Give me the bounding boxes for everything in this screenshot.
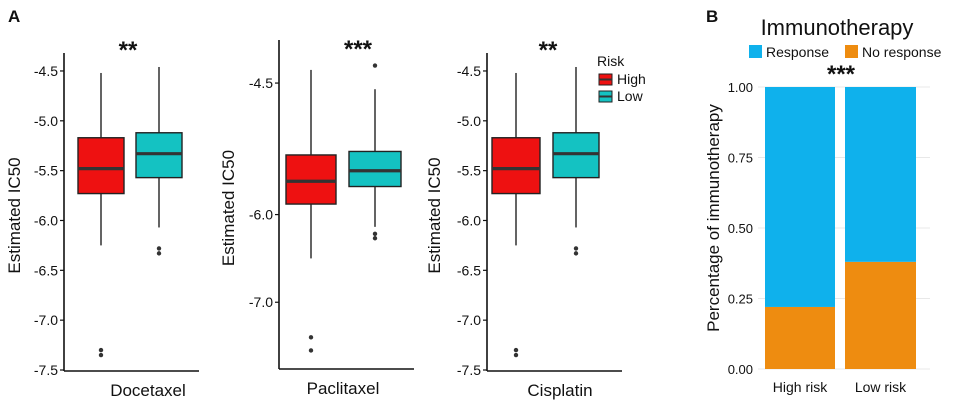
y-tick-label: -6.5 bbox=[34, 262, 58, 278]
y-tick-label: 0.50 bbox=[728, 221, 753, 236]
cisplatin-boxplot: -7.5 -7.0 -6.5 -6.0 -5.5 -5.0 -4.5 Estimated IC… bbox=[425, 37, 622, 400]
y-tick-label: -6.5 bbox=[457, 262, 481, 278]
bar-segment-response-low-risk bbox=[845, 87, 916, 262]
outlier-point-high bbox=[98, 347, 104, 353]
box-high bbox=[491, 137, 541, 195]
y-tick-label: -4.5 bbox=[457, 63, 481, 79]
outlier-point-low bbox=[156, 251, 162, 256]
y-tick-label: -7.0 bbox=[34, 312, 58, 328]
legend-label-low: Low bbox=[617, 88, 644, 104]
x-axis-label: Docetaxel bbox=[110, 381, 186, 400]
x-axis-label: Paclitaxel bbox=[307, 379, 380, 398]
immunotherapy-stacked-bar: 0.00 0.25 0.50 0.75 1.00 High risk Low risk Imm… bbox=[704, 15, 942, 395]
outlier-point-low bbox=[573, 246, 579, 251]
significance-stars: *** bbox=[344, 36, 373, 63]
bar-segment-no-response-low-risk bbox=[845, 261, 916, 369]
outlier-point-low bbox=[372, 63, 378, 68]
outlier-point-low bbox=[156, 246, 162, 251]
panel-label-a: A bbox=[8, 7, 20, 26]
y-tick-label: -6.0 bbox=[457, 212, 481, 228]
bar-segment-no-response-high-risk bbox=[765, 306, 835, 369]
outlier-point-high bbox=[308, 348, 314, 353]
x-axis-label: Cisplatin bbox=[527, 381, 592, 400]
legend-title: Risk bbox=[597, 53, 625, 69]
significance-stars: *** bbox=[827, 61, 856, 88]
y-tick-label: -4.5 bbox=[34, 63, 58, 79]
significance-stars: ** bbox=[539, 37, 558, 64]
outlier-point-low bbox=[372, 236, 378, 241]
box-high bbox=[77, 137, 125, 195]
y-tick-label: -7.0 bbox=[457, 312, 481, 328]
y-axis-label: Estimated IC50 bbox=[5, 157, 24, 273]
outlier-point-high bbox=[513, 352, 519, 358]
outlier-point-low bbox=[372, 231, 378, 237]
outlier-point-high bbox=[513, 347, 519, 353]
bar-segment-response-high-risk bbox=[765, 87, 835, 307]
y-axis-label: Percentage of immunotherapy bbox=[704, 104, 723, 332]
y-tick-label: -6.0 bbox=[249, 207, 273, 223]
paclitaxel-boxplot: -7.0 -6.0 -4.5 Estimated IC50 Paclitaxel *** bbox=[219, 36, 414, 398]
box-low bbox=[348, 150, 402, 188]
y-tick-label: 1.00 bbox=[728, 80, 753, 95]
y-tick-label: 0.75 bbox=[728, 151, 753, 166]
x-tick-label: Low risk bbox=[855, 379, 907, 395]
chart-title: Immunotherapy bbox=[761, 15, 914, 40]
y-tick-label: -4.5 bbox=[249, 75, 273, 91]
risk-legend: Risk High Low bbox=[597, 53, 646, 104]
y-tick-label: -5.0 bbox=[34, 113, 58, 129]
legend-swatch-response bbox=[749, 45, 762, 58]
box-high bbox=[285, 154, 337, 205]
y-tick-label: -7.0 bbox=[249, 294, 273, 310]
outlier-point-high bbox=[98, 352, 104, 358]
legend-label-response: Response bbox=[766, 44, 829, 60]
y-axis-label: Estimated IC50 bbox=[219, 150, 238, 266]
legend-label-no-response: No response bbox=[862, 44, 942, 60]
y-tick-label: -6.0 bbox=[34, 212, 58, 228]
y-tick-label: -7.5 bbox=[457, 362, 481, 378]
outlier-point-high bbox=[308, 335, 314, 340]
y-tick-label: 0.25 bbox=[728, 292, 753, 307]
legend-swatch-no-response bbox=[845, 45, 858, 58]
outlier-point-low bbox=[573, 251, 579, 256]
y-tick-label: -5.5 bbox=[457, 163, 481, 179]
panel-label-b: B bbox=[706, 7, 718, 26]
significance-stars: ** bbox=[119, 37, 138, 64]
legend-label-high: High bbox=[617, 71, 646, 87]
y-tick-label: -5.0 bbox=[457, 113, 481, 129]
y-tick-label: -5.5 bbox=[34, 163, 58, 179]
y-tick-label: 0.00 bbox=[728, 362, 753, 377]
x-tick-label: High risk bbox=[773, 379, 828, 395]
docetaxel-boxplot: -7.5 -7.0 -6.5 -6.0 -5.5 -5.0 -4.5 Estimated IC… bbox=[5, 37, 199, 400]
y-axis-label: Estimated IC50 bbox=[425, 157, 444, 273]
y-tick-label: -7.5 bbox=[34, 362, 58, 378]
